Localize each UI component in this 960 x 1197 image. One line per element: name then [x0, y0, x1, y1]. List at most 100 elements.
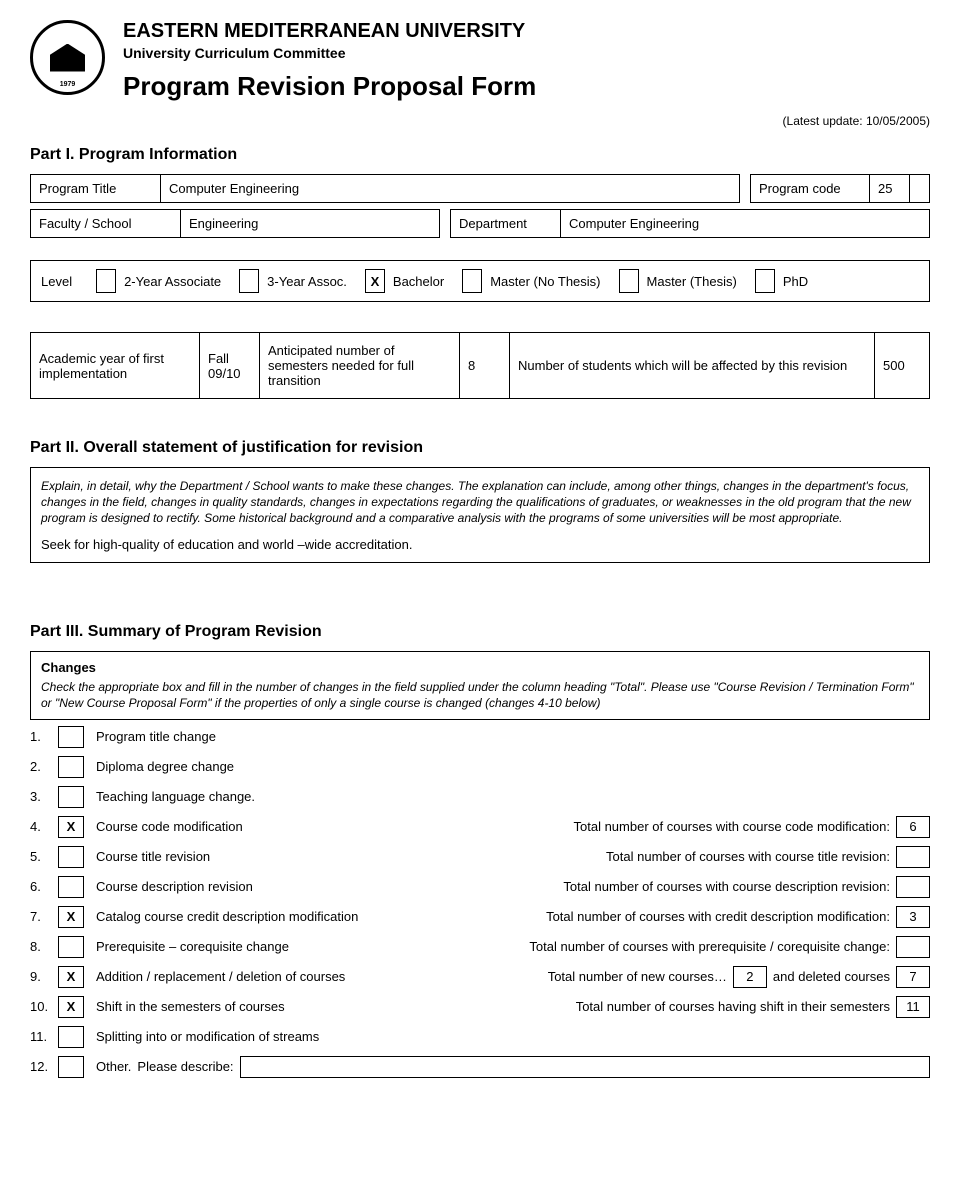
other-describe-input[interactable]: [240, 1056, 930, 1078]
change-check-10[interactable]: X: [58, 996, 84, 1018]
change-row-6: 6.Course description revisionTotal numbe…: [30, 874, 930, 900]
form-title: Program Revision Proposal Form: [123, 71, 930, 102]
program-title-label: Program Title: [30, 174, 160, 203]
change-row-2: 2. Diploma degree change: [30, 754, 930, 780]
change-count-4[interactable]: 6: [896, 816, 930, 838]
semesters-label: Anticipated number of semesters needed f…: [260, 332, 460, 399]
level-master-nothesis-check[interactable]: [462, 269, 482, 293]
part2-instructions: Explain, in detail, why the Department /…: [41, 478, 919, 527]
change-num: 4.: [30, 819, 58, 834]
committee-name: University Curriculum Committee: [123, 45, 930, 61]
part3-header-box: Changes Check the appropriate box and fi…: [30, 651, 930, 720]
part2-answer[interactable]: Seek for high-quality of education and w…: [41, 537, 919, 552]
change-row-7: 7.X Catalog course credit description mod…: [30, 904, 930, 930]
change-row-1: 1. Program title change: [30, 724, 930, 750]
change-count-5[interactable]: [896, 846, 930, 868]
latest-update: (Latest update: 10/05/2005): [30, 114, 930, 128]
change-row-10: 10.XShift in the semesters of coursesTot…: [30, 994, 930, 1020]
level-bachelor-check[interactable]: X: [365, 269, 385, 293]
change-count-7[interactable]: 3: [896, 906, 930, 928]
change-num: 6.: [30, 879, 58, 894]
change-num: 7.: [30, 909, 58, 924]
change-check-4[interactable]: X: [58, 816, 84, 838]
university-logo: 1979: [30, 20, 105, 95]
change-label: Teaching language change.: [96, 789, 255, 804]
change-detail: Total number of courses with course code…: [574, 816, 931, 838]
change-count-6[interactable]: [896, 876, 930, 898]
change-num: 5.: [30, 849, 58, 864]
change-row-11: 11. Splitting into or modification of str…: [30, 1024, 930, 1050]
change-row-8: 8. Prerequisite – corequisite change Total…: [30, 934, 930, 960]
change-label: Catalog course credit description modifi…: [96, 909, 358, 924]
change-row-12: 12. Other. Please describe:: [30, 1054, 930, 1080]
academic-year-value[interactable]: Fall 09/10: [200, 332, 260, 399]
change-check-11[interactable]: [58, 1026, 84, 1048]
level-label: Level: [41, 274, 72, 289]
change-detail: Total number of courses with prerequisit…: [529, 936, 930, 958]
level-3year-check[interactable]: [239, 269, 259, 293]
part3-heading: Part III. Summary of Program Revision: [30, 623, 930, 641]
change-num: 11.: [30, 1029, 58, 1044]
change-check-8[interactable]: [58, 936, 84, 958]
change-check-3[interactable]: [58, 786, 84, 808]
other-describe-label: Please describe:: [137, 1059, 233, 1074]
level-master-nothesis: Master (No Thesis): [490, 274, 600, 289]
change-num: 1.: [30, 729, 58, 744]
level-2year-check[interactable]: [96, 269, 116, 293]
change-detail: Total number of courses with credit desc…: [546, 906, 930, 928]
change-label: Other.: [96, 1059, 131, 1074]
level-phd: PhD: [783, 274, 808, 289]
change-count-10[interactable]: 11: [896, 996, 930, 1018]
level-row: Level 2-Year Associate 3-Year Assoc. XBa…: [30, 260, 930, 302]
part1-heading: Part I. Program Information: [30, 146, 930, 164]
department-label: Department: [450, 209, 560, 238]
program-code-label: Program code: [750, 174, 870, 203]
change-check-6[interactable]: [58, 876, 84, 898]
change-row-3: 3. Teaching language change.: [30, 784, 930, 810]
change-check-12[interactable]: [58, 1056, 84, 1078]
change-num: 2.: [30, 759, 58, 774]
level-master-thesis-check[interactable]: [619, 269, 639, 293]
change-detail: Total number of new courses…2and deleted…: [548, 966, 930, 988]
logo-year: 1979: [60, 81, 76, 88]
change-label: Shift in the semesters of courses: [96, 999, 285, 1014]
department-value[interactable]: Computer Engineering: [560, 209, 930, 238]
change-check-7[interactable]: X: [58, 906, 84, 928]
change-check-9[interactable]: X: [58, 966, 84, 988]
change-label: Course description revision: [96, 879, 253, 894]
changes-title: Changes: [41, 660, 919, 675]
change-label: Program title change: [96, 729, 216, 744]
part2-heading: Part II. Overall statement of justificat…: [30, 439, 930, 457]
change-num: 12.: [30, 1059, 58, 1074]
change-row-9: 9.X Addition / replacement / deletion of …: [30, 964, 930, 990]
change-num: 10.: [30, 999, 58, 1014]
new-courses-count[interactable]: 2: [733, 966, 767, 988]
students-label: Number of students which will be affecte…: [510, 332, 875, 399]
change-num: 8.: [30, 939, 58, 954]
change-label: Prerequisite – corequisite change: [96, 939, 289, 954]
change-label: Splitting into or modification of stream…: [96, 1029, 319, 1044]
program-title-value[interactable]: Computer Engineering: [160, 174, 740, 203]
change-label: Course title revision: [96, 849, 210, 864]
level-3year: 3-Year Assoc.: [267, 274, 347, 289]
change-count-8[interactable]: [896, 936, 930, 958]
level-phd-check[interactable]: [755, 269, 775, 293]
change-check-5[interactable]: [58, 846, 84, 868]
change-label: Diploma degree change: [96, 759, 234, 774]
program-code-extra[interactable]: [910, 174, 930, 203]
change-num: 9.: [30, 969, 58, 984]
semesters-value[interactable]: 8: [460, 332, 510, 399]
students-value[interactable]: 500: [875, 332, 930, 399]
level-master-thesis: Master (Thesis): [647, 274, 737, 289]
part2-box: Explain, in detail, why the Department /…: [30, 467, 930, 563]
change-row-5: 5. Course title revision Total number of c…: [30, 844, 930, 870]
program-code-value[interactable]: 25: [870, 174, 910, 203]
deleted-courses-count[interactable]: 7: [896, 966, 930, 988]
faculty-value[interactable]: Engineering: [180, 209, 440, 238]
change-detail: Total number of courses with course titl…: [606, 846, 930, 868]
change-check-1[interactable]: [58, 726, 84, 748]
academic-year-label: Academic year of first implementation: [30, 332, 200, 399]
change-label: Addition / replacement / deletion of cou…: [96, 969, 345, 984]
change-check-2[interactable]: [58, 756, 84, 778]
change-num: 3.: [30, 789, 58, 804]
